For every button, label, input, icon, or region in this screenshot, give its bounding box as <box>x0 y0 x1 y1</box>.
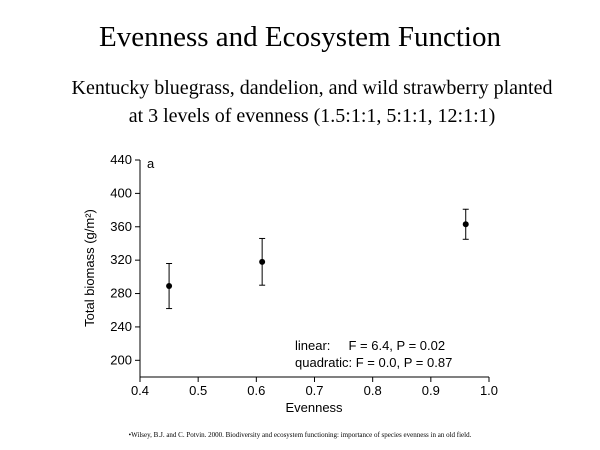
x-tick-label: 0.5 <box>189 383 207 398</box>
y-tick-label: 200 <box>110 352 132 367</box>
panel-label: a <box>147 156 155 171</box>
y-tick-label: 320 <box>110 252 132 267</box>
y-tick-label: 440 <box>110 152 132 167</box>
citation: •Wilsey, B.J. and C. Potvin. 2000. Biodi… <box>129 431 472 439</box>
slide-title: Evenness and Ecosystem Function <box>99 21 501 53</box>
y-tick-label: 240 <box>110 319 132 334</box>
x-tick-label: 1.0 <box>480 383 498 398</box>
y-tick-label: 280 <box>110 286 132 301</box>
x-tick-label: 0.9 <box>422 383 440 398</box>
x-tick-label: 0.4 <box>131 383 149 398</box>
annotation: quadratic: F = 0.0, P = 0.87 <box>295 355 452 370</box>
y-tick-label: 360 <box>110 219 132 234</box>
subtitle: Kentucky bluegrass, dandelion, and wild … <box>72 77 553 99</box>
data-point <box>259 258 266 265</box>
subtitle: at 3 levels of evenness (1.5:1:1, 5:1:1,… <box>129 105 496 127</box>
annotation: linear: F = 6.4, P = 0.02 <box>295 338 445 353</box>
data-point <box>462 221 469 228</box>
x-axis-label: Evenness <box>285 400 343 415</box>
x-tick-label: 0.7 <box>305 383 323 398</box>
data-point <box>166 283 173 290</box>
x-tick-label: 0.6 <box>247 383 265 398</box>
y-tick-label: 400 <box>110 185 132 200</box>
y-axis-label: Total biomass (g/m²) <box>82 209 97 327</box>
x-tick-label: 0.8 <box>364 383 382 398</box>
